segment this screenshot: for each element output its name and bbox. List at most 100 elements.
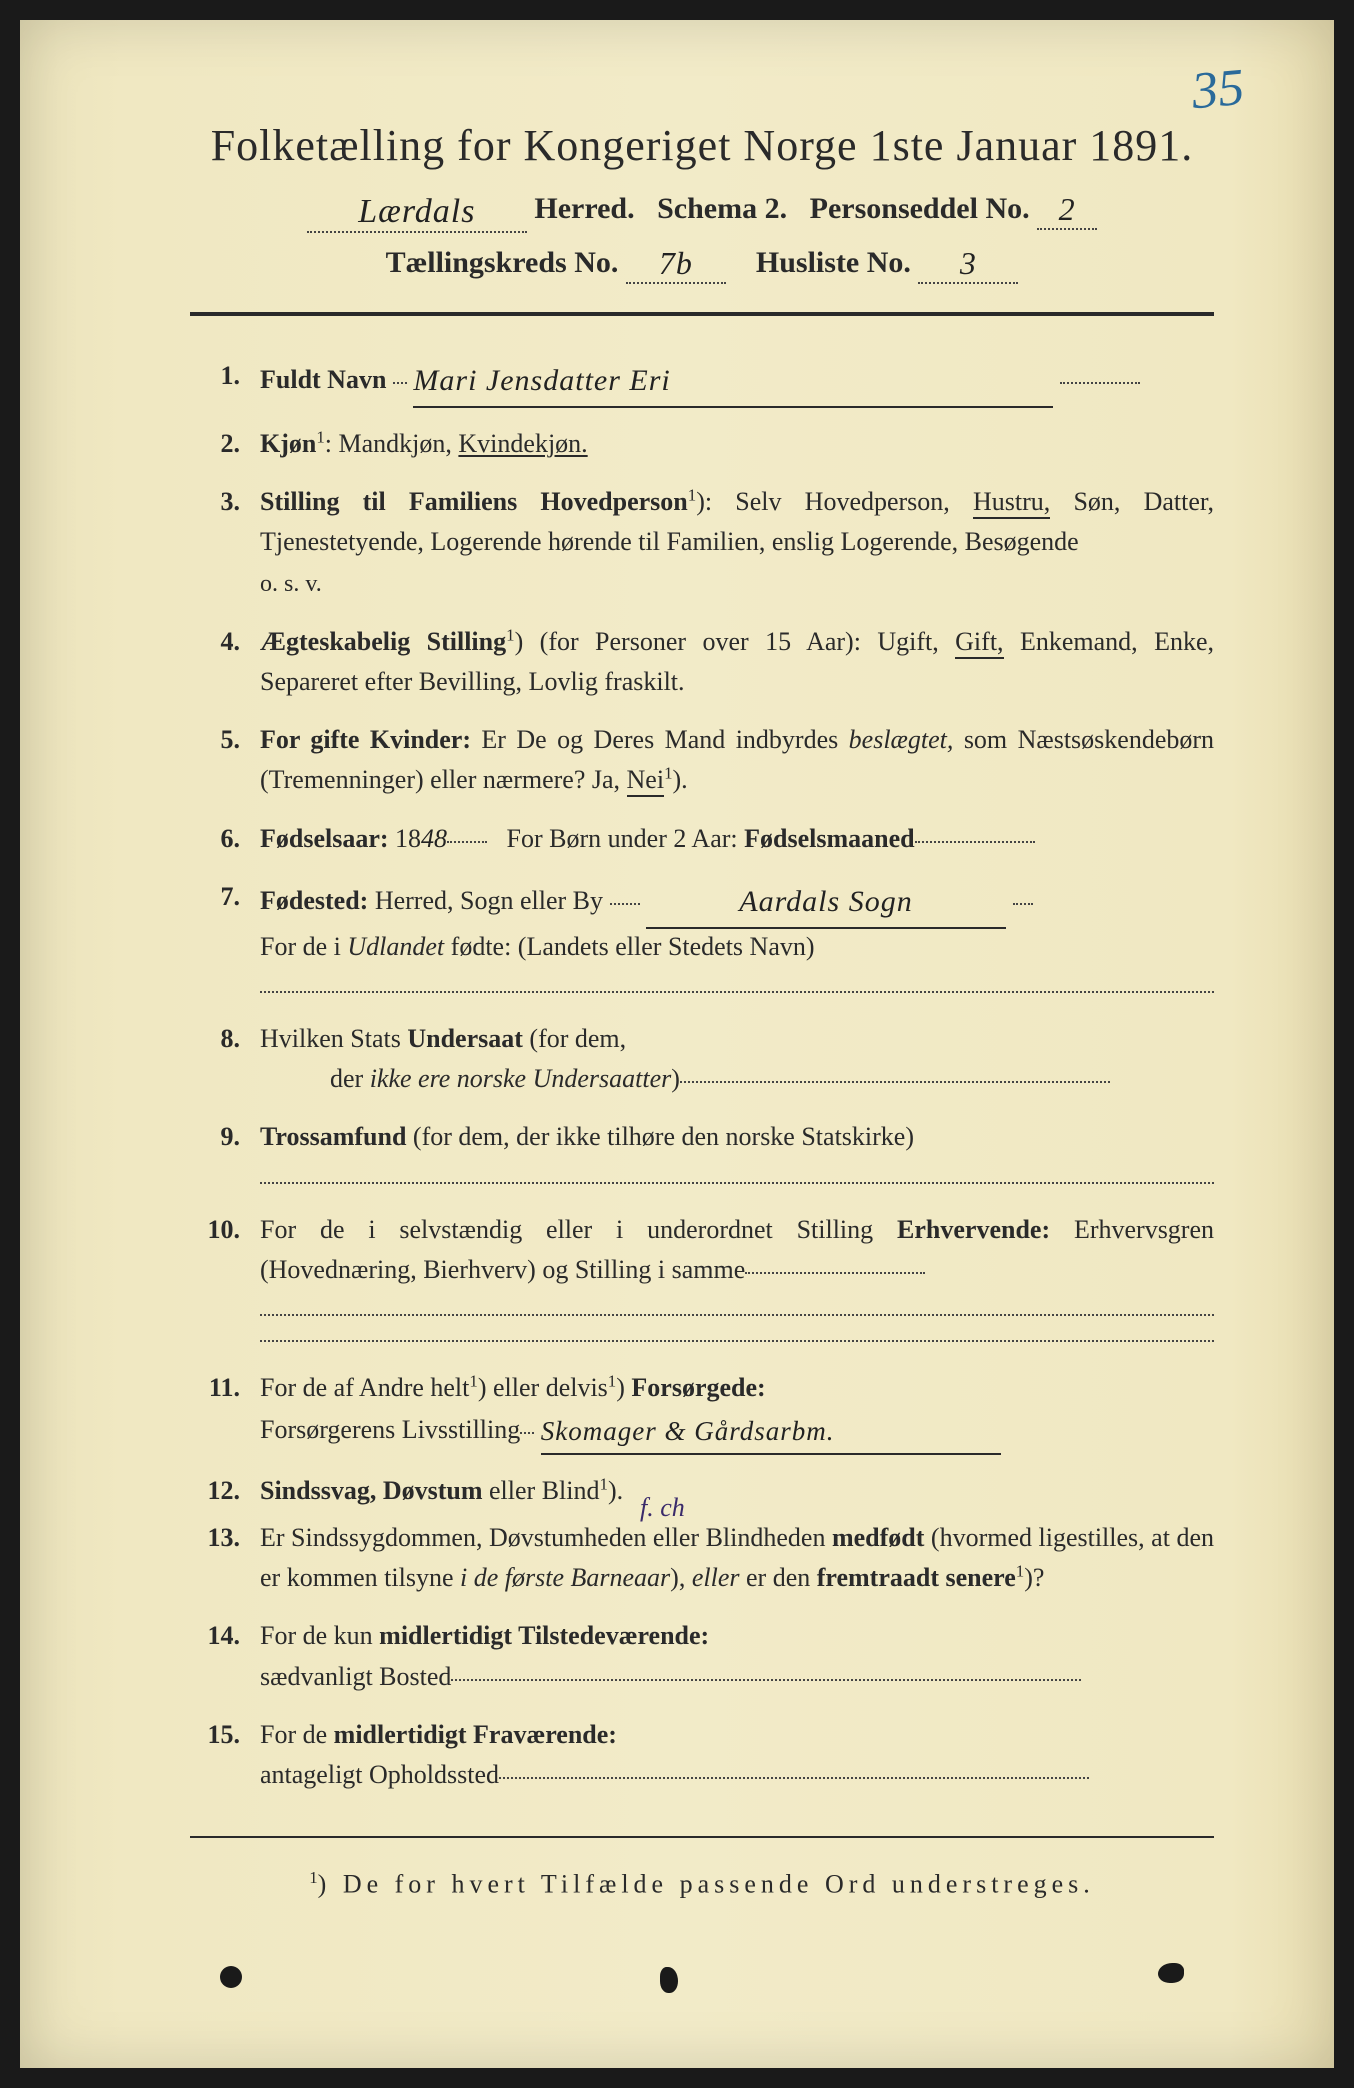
main-title: Folketælling for Kongeriget Norge 1ste J… — [190, 120, 1214, 171]
dotted-line — [260, 1298, 1214, 1316]
q13-label2: fremtraadt senere — [817, 1563, 1016, 1592]
q11-text3: ) — [616, 1373, 631, 1402]
dotted-line — [260, 1324, 1214, 1342]
q15-text2: antageligt Opholdssted — [260, 1760, 499, 1789]
q13-annotation: f. ch — [640, 1488, 685, 1528]
q7-text3: fødte: (Landets eller Stedets Navn) — [444, 932, 814, 961]
item-5: 5. For gifte Kvinder: Er De og Deres Man… — [200, 720, 1214, 801]
q5-text: Er De og Deres Mand indbyrdes — [471, 725, 849, 754]
q8-end: ) — [671, 1064, 680, 1093]
q13-end: )? — [1024, 1563, 1044, 1592]
item-num: 11. — [200, 1368, 260, 1453]
personseddel-label: Personseddel No. — [810, 192, 1030, 225]
item-num: 10. — [200, 1210, 260, 1351]
q3-label: Stilling til Familiens Hovedperson — [260, 487, 688, 516]
sup: 1 — [316, 427, 324, 446]
item-body: For de midlertidigt Fraværende: antageli… — [260, 1715, 1214, 1796]
q2-text: : Mandkjøn, — [325, 429, 459, 458]
title-line-2: Lærdals Herred. Schema 2. Personseddel N… — [190, 189, 1214, 229]
sup: 1 — [608, 1372, 616, 1391]
item-num: 12. — [200, 1471, 260, 1511]
dotted-line — [260, 1166, 1214, 1184]
item-14: 14. For de kun midlertidigt Tilstedevære… — [200, 1616, 1214, 1697]
item-12: 12. Sindssvag, Døvstum eller Blind1). — [200, 1471, 1214, 1511]
handwritten-page-number: 35 — [1190, 58, 1247, 121]
q13-ital: i de første Barneaar — [460, 1563, 670, 1592]
item-body: Ægteskabelig Stilling1) (for Personer ov… — [260, 622, 1214, 703]
footnote: 1) De for hvert Tilfælde passende Ord un… — [190, 1868, 1214, 1900]
kreds-no: 7b — [626, 245, 726, 284]
item-body: Hvilken Stats Undersaat (for dem, der ik… — [260, 1019, 1214, 1100]
item-7: 7. Fødested: Herred, Sogn eller By Aarda… — [200, 877, 1214, 1001]
q14-text2: sædvanligt Bosted — [260, 1662, 451, 1691]
personseddel-no: 2 — [1037, 191, 1097, 230]
item-2: 2. Kjøn1: Mandkjøn, Kvindekjøn. — [200, 424, 1214, 464]
item-15: 15. For de midlertidigt Fraværende: anta… — [200, 1715, 1214, 1796]
item-9: 9. Trossamfund (for dem, der ikke tilhør… — [200, 1117, 1214, 1191]
q7-label: Fødested: — [260, 886, 368, 915]
item-body: Kjøn1: Mandkjøn, Kvindekjøn. — [260, 424, 1214, 464]
q8-ital: ikke ere norske Undersaatter — [370, 1064, 672, 1093]
ink-spot — [1158, 1963, 1184, 1983]
q11-value: Skomager & Gårdsarbm. — [541, 1411, 1001, 1456]
q8-text3: der — [330, 1064, 370, 1093]
footnote-sup: 1 — [309, 1868, 317, 1887]
item-6: 6. Fødselsaar: 1848 For Børn under 2 Aar… — [200, 819, 1214, 859]
q1-value: Mari Jensdatter Eri — [413, 358, 1053, 408]
footnote-text: ) De for hvert Tilfælde passende Ord und… — [318, 1869, 1095, 1898]
q6-label2: Fødselsmaaned — [744, 824, 914, 853]
item-13: 13. f. ch Er Sindssygdommen, Døvstumhede… — [200, 1518, 1214, 1599]
item-num: 5. — [200, 720, 260, 801]
item-body: For de i selvstændig eller i underordnet… — [260, 1210, 1214, 1351]
q7-ital: Udlandet — [347, 932, 444, 961]
census-form-page: 35 Folketælling for Kongeriget Norge 1st… — [20, 20, 1334, 2068]
divider-top — [190, 312, 1214, 316]
q6-text2: For Børn under 2 Aar: — [507, 824, 745, 853]
item-body: Trossamfund (for dem, der ikke tilhøre d… — [260, 1117, 1214, 1191]
q1-label: Fuldt Navn — [260, 365, 386, 394]
q4-label: Ægteskabelig Stilling — [260, 627, 506, 656]
ink-spot — [220, 1966, 242, 1988]
item-num: 3. — [200, 482, 260, 604]
sup: 1 — [469, 1372, 477, 1391]
q12-end: ). — [608, 1476, 623, 1505]
husliste-label: Husliste No. — [756, 246, 911, 279]
item-body: f. ch Er Sindssygdommen, Døvstumheden el… — [260, 1518, 1214, 1599]
ink-spot — [660, 1967, 678, 1993]
q11-text: For de af Andre helt — [260, 1373, 469, 1402]
q3-osv: o. s. v. — [260, 566, 1214, 603]
q12-label: Sindssvag, Døvstum — [260, 1476, 483, 1505]
item-body: Fødested: Herred, Sogn eller By Aardals … — [260, 877, 1214, 1001]
q15-label: midlertidigt Fraværende: — [334, 1720, 617, 1749]
sup: 1 — [664, 764, 672, 783]
q6-year-value: 48 — [421, 824, 447, 853]
item-num: 4. — [200, 622, 260, 703]
question-list: 1. Fuldt Navn Mari Jensdatter Eri 2. Kjø… — [190, 356, 1214, 1796]
q13-text3: ), — [670, 1563, 692, 1592]
q14-text: For de kun — [260, 1621, 379, 1650]
q12-text: eller Blind — [483, 1476, 600, 1505]
item-1: 1. Fuldt Navn Mari Jensdatter Eri — [200, 356, 1214, 406]
q2-label: Kjøn — [260, 429, 316, 458]
item-8: 8. Hvilken Stats Undersaat (for dem, der… — [200, 1019, 1214, 1100]
q13-text4: er den — [740, 1563, 817, 1592]
sup: 1 — [1016, 1561, 1024, 1580]
q8-text2: (for dem, — [523, 1024, 626, 1053]
item-11: 11. For de af Andre helt1) eller delvis1… — [200, 1368, 1214, 1453]
q7-text2: For de i — [260, 932, 347, 961]
title-block: Folketælling for Kongeriget Norge 1ste J… — [190, 120, 1214, 282]
q8-label: Undersaat — [407, 1024, 523, 1053]
q4-text: ) (for Personer over 15 Aar): Ugift, — [515, 627, 956, 656]
q3-text: ): Selv Hovedperson, — [696, 487, 973, 516]
q5-selected: Nei — [627, 765, 665, 797]
q6-label: Fødselsaar: — [260, 824, 389, 853]
q11-text4: Forsørgerens Livsstilling — [260, 1415, 520, 1444]
item-num: 9. — [200, 1117, 260, 1191]
q2-selected: Kvindekjøn. — [458, 429, 587, 458]
q13-label: medfødt — [832, 1523, 924, 1552]
q6-year-prefix: 18 — [395, 824, 421, 853]
item-4: 4. Ægteskabelig Stilling1) (for Personer… — [200, 622, 1214, 703]
q4-selected: Gift, — [955, 627, 1003, 659]
herred-label: Herred. — [534, 192, 634, 225]
item-body: For de af Andre helt1) eller delvis1) Fo… — [260, 1368, 1214, 1453]
